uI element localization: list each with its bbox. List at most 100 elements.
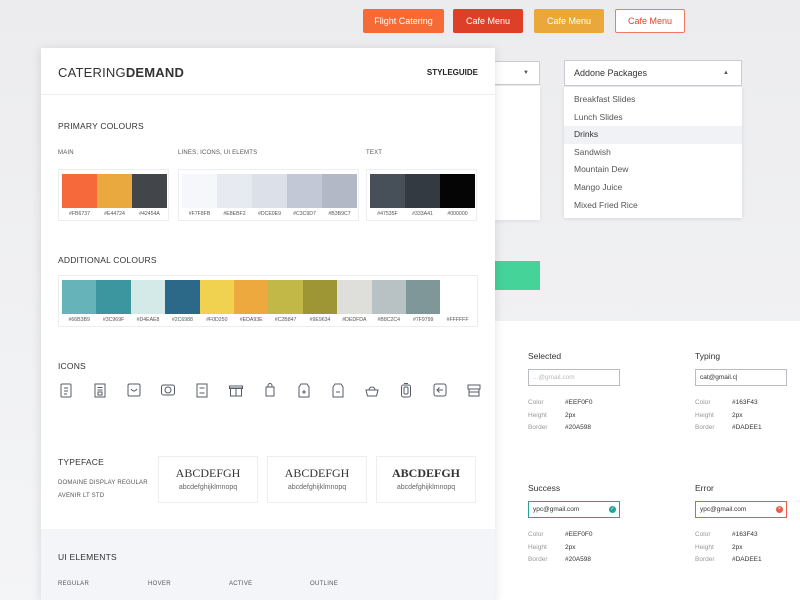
email-field-value: ypc@gmail.com	[700, 506, 747, 513]
color-swatch	[406, 280, 441, 314]
property-value: #EEF0F0	[565, 399, 593, 406]
addone-select-label: Addone Packages	[574, 68, 648, 78]
property-key: Height	[528, 411, 547, 419]
color-swatch	[440, 280, 475, 314]
color-hex: #FFFFFF	[446, 317, 469, 323]
type-sample-3: ABCDEFGH abcdefghijklmnopq	[376, 456, 476, 503]
color-hex: #7F9799	[412, 317, 434, 323]
input-state-title: Error	[695, 483, 714, 493]
email-field[interactable]: cat@gmail.c|	[695, 369, 787, 386]
addone-option[interactable]: Breakfast Slides	[574, 94, 636, 104]
primary-palette: #FB6737 #E44724 #42454A	[58, 169, 169, 221]
error-icon: ×	[776, 506, 783, 513]
property-value: 2px	[732, 411, 743, 419]
color-swatch	[302, 280, 338, 314]
property-value: #20A598	[565, 556, 592, 563]
addone-packages-select[interactable]: Addone Packages ▲	[564, 60, 742, 86]
font-name-2: AVENIR LT STD	[58, 493, 105, 499]
property-key: Color	[695, 399, 711, 406]
chevron-down-icon: ▼	[523, 70, 529, 76]
tag-remove-icon	[332, 383, 344, 398]
type-sample-1: ABCDEFGH abcdefghijklmnopq	[158, 456, 258, 503]
check-icon: ✓	[609, 506, 616, 513]
color-swatch	[217, 174, 252, 208]
property-key: Border	[695, 424, 715, 431]
property-row: Height 2px	[695, 410, 762, 423]
type-sample-2: ABCDEFGH abcdefghijklmnopq	[267, 456, 367, 503]
color-swatch	[62, 174, 97, 208]
color-swatch	[96, 280, 131, 314]
property-row: Border #DADEE1	[695, 422, 762, 435]
cafe-menu-button-red[interactable]: Cafe Menu	[453, 9, 523, 33]
ui-col-outline: OUTLINE	[310, 581, 339, 587]
property-key: Color	[695, 531, 711, 538]
color-hex: #C3C9D7	[293, 211, 316, 217]
color-hex: #3C969F	[102, 317, 125, 323]
addone-option[interactable]: Mountain Dew	[574, 164, 629, 175]
color-swatch	[165, 280, 200, 314]
property-key: Height	[528, 543, 547, 551]
header-divider	[41, 94, 495, 95]
email-field[interactable]: ...@gmail.com	[528, 369, 620, 386]
font-name-1: DOMAINE DISPLAY REGULAR	[58, 480, 148, 486]
property-key: Border	[528, 424, 548, 431]
email-field-value: ...@gmail.com	[533, 374, 575, 381]
input-states-panel: Selected ...@gmail.com Color #EEF0F0 Height 2…	[495, 321, 800, 600]
color-hex: #DEDFDA	[342, 317, 367, 323]
primary-colours-title: PRIMARY COLOURS	[58, 121, 144, 131]
additional-palette: #66B3B9 #3C969F #D4EAE8 #2C6988 #F0D250 #EDA9…	[58, 275, 478, 327]
gift-icon	[229, 385, 243, 397]
icons-title: ICONS	[58, 361, 86, 371]
addone-option[interactable]: Mango Juice	[574, 181, 623, 192]
color-swatch	[337, 280, 372, 314]
color-hex: #F7F8FB	[188, 211, 211, 217]
color-hex: #42454A	[139, 211, 160, 217]
property-row: Height 2px	[528, 410, 592, 423]
cafe-menu-button-orange[interactable]: Cafe Menu	[534, 9, 604, 33]
addone-option[interactable]: Sandwish	[574, 146, 611, 157]
color-swatch	[62, 280, 97, 314]
color-swatch	[371, 280, 406, 314]
ui-col-regular: REGULAR	[58, 581, 90, 587]
property-key: Color	[528, 531, 544, 538]
cafe-menu-button-outline[interactable]: Cafe Menu	[615, 9, 685, 33]
color-swatch	[287, 174, 322, 208]
property-key: Height	[695, 411, 714, 419]
typeface-title: TYPEFACE	[58, 457, 105, 467]
email-field[interactable]: ypc@gmail.com ×	[695, 501, 787, 518]
input-state-success: Success ypc@gmail.com ✓ Color #EEF0F0 Height 2…	[528, 483, 628, 573]
color-hex: #E8EBF2	[223, 211, 246, 217]
palette-label: MAIN	[58, 150, 74, 156]
primary-palette: #F7F8FB #E8EBF2 #DCE0E9 #C3C9D7 #B3B9C7	[178, 169, 359, 221]
color-hex: #DCE0E9	[257, 211, 282, 217]
email-field[interactable]: ypc@gmail.com ✓	[528, 501, 620, 518]
color-hex: #D4EAE8	[136, 317, 160, 323]
property-key: Height	[695, 543, 714, 551]
color-hex: #000000	[447, 211, 468, 217]
styleguide-card: CATERINGDEMAND STYLEGUIDE PRIMARY COLOUR…	[41, 48, 495, 600]
brand-logo[interactable]: CATERINGDEMAND	[58, 65, 185, 80]
property-value: #163F43	[732, 399, 758, 406]
flight-catering-button[interactable]: Flight Catering	[363, 9, 444, 33]
input-state-title: Selected	[528, 351, 562, 361]
color-hex: #66B3B9	[68, 317, 90, 323]
color-hex: #2C6988	[171, 317, 193, 323]
addone-option[interactable]: Mixed Fried Rice	[574, 199, 638, 210]
color-swatch	[97, 174, 132, 208]
input-state-typing: Typing cat@gmail.c| Color #163F43 Height 2px B…	[695, 351, 795, 441]
property-row: Color #163F43	[695, 397, 762, 410]
basket-icon	[365, 386, 379, 397]
color-swatch	[370, 174, 405, 208]
styleguide-link[interactable]: STYLEGUIDE	[426, 68, 478, 77]
color-swatch	[130, 280, 166, 314]
ui-col-hover: HOVER	[148, 581, 171, 587]
email-field-value: ypc@gmail.com	[533, 506, 580, 513]
property-key: Border	[528, 556, 548, 563]
property-row: Color #EEF0F0	[528, 529, 592, 542]
addone-option[interactable]: Lunch Slides	[574, 111, 623, 122]
property-row: Border #DADEE1	[695, 554, 762, 567]
addone-option[interactable]: Drinks	[564, 126, 742, 144]
property-row: Color #163F43	[695, 529, 762, 542]
property-row: Color #EEF0F0	[528, 397, 592, 410]
color-swatch	[182, 174, 217, 208]
